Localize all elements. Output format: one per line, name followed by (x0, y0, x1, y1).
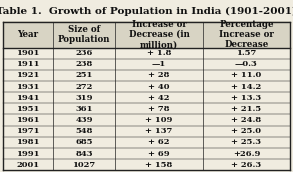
Text: 685: 685 (75, 138, 93, 146)
Text: 439: 439 (75, 116, 93, 124)
Text: + 24.8: + 24.8 (231, 116, 261, 124)
Text: 361: 361 (75, 105, 93, 113)
Text: —0.3: —0.3 (235, 60, 258, 68)
Text: + 14.2: + 14.2 (231, 83, 261, 91)
Text: 548: 548 (75, 127, 93, 135)
Bar (3, 70, 290, 81)
Text: 1921: 1921 (16, 71, 40, 79)
Text: + 62: + 62 (148, 138, 170, 146)
Text: 843: 843 (75, 149, 93, 158)
Text: 1901: 1901 (16, 49, 40, 57)
Text: 1.57: 1.57 (236, 49, 257, 57)
Text: 251: 251 (75, 71, 93, 79)
Text: + 11.0: + 11.0 (231, 71, 261, 79)
Bar (3, 47, 290, 59)
Bar (3, 92, 290, 103)
Text: 1981: 1981 (16, 138, 40, 146)
Text: + 69: + 69 (148, 149, 170, 158)
Text: 1971: 1971 (16, 127, 40, 135)
Bar (3, 59, 290, 70)
Text: 1931: 1931 (16, 83, 40, 91)
Text: + 25.0: + 25.0 (231, 127, 261, 135)
Text: + 26.3: + 26.3 (231, 161, 261, 169)
Text: + 42: + 42 (148, 94, 170, 102)
Text: 1027: 1027 (72, 161, 96, 169)
Text: Table 1.  Growth of Population in India (1901-2001): Table 1. Growth of Population in India (… (0, 7, 293, 16)
Text: 319: 319 (75, 94, 93, 102)
Text: 2001: 2001 (16, 161, 40, 169)
Text: 1941: 1941 (16, 94, 40, 102)
Bar (3, 81, 290, 92)
Text: + 25.3: + 25.3 (231, 138, 261, 146)
Bar (3, 137, 290, 148)
Text: 238: 238 (75, 60, 93, 68)
Text: Year: Year (17, 30, 38, 39)
Text: Increase or
Decrease (in
million): Increase or Decrease (in million) (129, 20, 189, 49)
Bar (3, 159, 290, 170)
Text: Percentage
Increase or
Decrease: Percentage Increase or Decrease (219, 20, 274, 49)
Text: 272: 272 (75, 83, 93, 91)
Text: + 40: + 40 (148, 83, 170, 91)
Text: —1: —1 (152, 60, 166, 68)
Text: + 78: + 78 (148, 105, 170, 113)
Bar (3, 115, 290, 126)
Text: 1991: 1991 (16, 149, 40, 158)
Text: + 21.5: + 21.5 (231, 105, 261, 113)
Bar (3, 22, 290, 47)
Text: Size of
Population: Size of Population (58, 25, 110, 44)
Text: +26.9: +26.9 (233, 149, 260, 158)
Bar (3, 103, 290, 115)
Text: + 109: + 109 (145, 116, 173, 124)
Text: 1951: 1951 (16, 105, 40, 113)
Text: + 28: + 28 (148, 71, 170, 79)
Text: + 137: + 137 (145, 127, 173, 135)
Text: + 158: + 158 (145, 161, 173, 169)
Bar (3, 148, 290, 159)
Bar (3, 126, 290, 137)
Text: 236: 236 (75, 49, 93, 57)
Text: + 13.3: + 13.3 (231, 94, 261, 102)
Text: 1961: 1961 (16, 116, 40, 124)
Text: 1911: 1911 (16, 60, 40, 68)
Text: + 1.8: + 1.8 (147, 49, 171, 57)
